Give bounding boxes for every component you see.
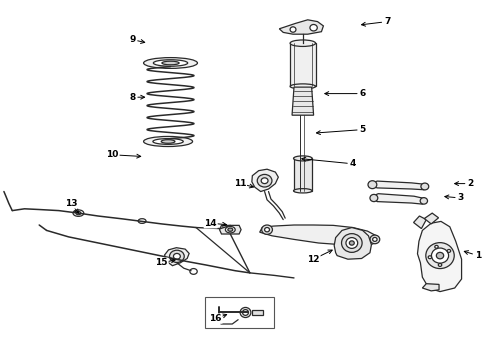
Text: 12: 12 (307, 255, 320, 264)
Polygon shape (417, 221, 462, 292)
Text: 9: 9 (129, 35, 136, 44)
Ellipse shape (420, 198, 427, 204)
Ellipse shape (173, 253, 180, 259)
Ellipse shape (261, 178, 268, 184)
Ellipse shape (294, 156, 312, 161)
Ellipse shape (162, 61, 179, 65)
Text: 16: 16 (209, 314, 222, 323)
Ellipse shape (290, 40, 316, 46)
Polygon shape (370, 181, 427, 190)
Ellipse shape (290, 27, 296, 32)
Ellipse shape (76, 211, 81, 215)
Ellipse shape (428, 256, 432, 259)
Ellipse shape (138, 219, 146, 223)
Polygon shape (422, 284, 439, 291)
Ellipse shape (431, 248, 449, 263)
Ellipse shape (262, 225, 272, 234)
Polygon shape (260, 225, 378, 246)
Text: 8: 8 (129, 93, 135, 102)
Ellipse shape (290, 84, 316, 89)
Text: 13: 13 (65, 199, 77, 208)
Ellipse shape (144, 136, 193, 147)
Text: 1: 1 (475, 251, 481, 260)
Ellipse shape (243, 310, 248, 315)
Text: 11: 11 (234, 179, 246, 188)
Bar (290, 43, 316, 86)
Ellipse shape (153, 60, 188, 66)
Polygon shape (252, 169, 278, 192)
Text: 6: 6 (360, 89, 366, 98)
Ellipse shape (144, 58, 197, 68)
Ellipse shape (421, 183, 429, 190)
Text: 15: 15 (155, 258, 168, 267)
Ellipse shape (170, 250, 184, 262)
Polygon shape (165, 248, 189, 266)
Text: 7: 7 (384, 17, 391, 26)
Polygon shape (220, 225, 241, 234)
Ellipse shape (73, 210, 84, 216)
Text: 5: 5 (360, 125, 366, 134)
Ellipse shape (368, 181, 377, 189)
Ellipse shape (372, 238, 377, 241)
Ellipse shape (346, 238, 358, 248)
Ellipse shape (349, 241, 354, 245)
Polygon shape (372, 194, 426, 204)
Polygon shape (334, 228, 371, 259)
Polygon shape (424, 213, 439, 224)
Ellipse shape (240, 307, 251, 318)
Polygon shape (414, 216, 426, 229)
Ellipse shape (310, 24, 318, 31)
Ellipse shape (436, 252, 444, 259)
Ellipse shape (161, 140, 175, 143)
Ellipse shape (225, 226, 235, 233)
Ellipse shape (228, 228, 233, 231)
Ellipse shape (370, 235, 380, 244)
Ellipse shape (439, 264, 442, 266)
Bar (252, 310, 263, 315)
Ellipse shape (426, 243, 454, 269)
Ellipse shape (342, 234, 362, 252)
Ellipse shape (435, 246, 438, 248)
Ellipse shape (294, 189, 312, 193)
Text: 2: 2 (467, 179, 473, 188)
Text: 10: 10 (106, 150, 119, 159)
Ellipse shape (265, 228, 270, 232)
Text: 4: 4 (349, 159, 356, 168)
Polygon shape (292, 87, 314, 115)
Ellipse shape (370, 194, 378, 202)
Ellipse shape (153, 139, 183, 144)
Ellipse shape (447, 249, 451, 252)
Bar (294, 158, 312, 191)
Ellipse shape (190, 269, 197, 274)
Text: 14: 14 (204, 219, 217, 228)
Ellipse shape (257, 174, 272, 187)
Bar (205, 297, 274, 328)
Text: 3: 3 (458, 194, 464, 202)
Polygon shape (279, 20, 323, 34)
